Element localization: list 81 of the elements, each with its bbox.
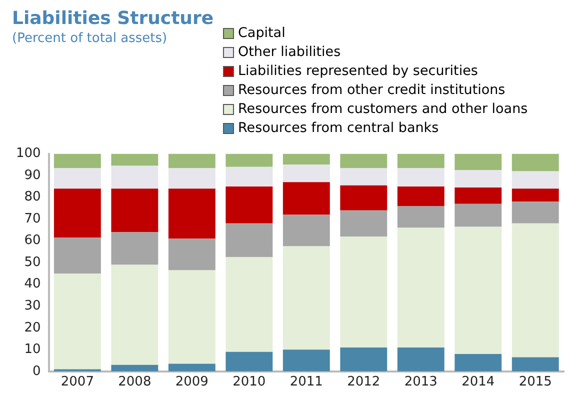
bar: [512, 154, 559, 172]
bar: [111, 232, 158, 265]
y-tick-label: 50: [24, 254, 41, 270]
legend-label: Resources from central banks: [238, 119, 439, 138]
y-tick-label: 40: [24, 276, 41, 292]
bar: [226, 186, 273, 224]
x-tick-label: 2015: [518, 374, 552, 390]
chart-subtitle: (Percent of total assets): [12, 31, 168, 46]
x-tick-label: 2013: [404, 374, 438, 390]
bar: [226, 257, 273, 352]
legend-label: Resources from customers and other loans: [238, 100, 528, 119]
y-tick-label: 80: [24, 190, 41, 205]
bar: [512, 223, 559, 358]
x-tick-label: 2008: [118, 374, 152, 390]
y-tick-label: 70: [24, 211, 41, 226]
bar: [168, 154, 216, 168]
bar: [168, 188, 216, 239]
y-tick-label: 10: [24, 342, 41, 358]
bar: [397, 206, 444, 228]
bar: [282, 214, 330, 246]
bar: [397, 228, 444, 348]
y-tick-label: 60: [24, 233, 41, 248]
bar: [226, 166, 273, 186]
bar: [226, 352, 273, 372]
bar: [226, 154, 273, 167]
bar: [282, 246, 330, 350]
legend-label: Liabilities represented by securities: [238, 62, 478, 81]
legend-label: Capital: [238, 24, 286, 43]
bar: [54, 168, 101, 189]
bar: [54, 188, 101, 238]
bar: [454, 154, 502, 170]
bar: [111, 264, 158, 365]
bar: [54, 273, 101, 370]
y-tick-label: 30: [24, 298, 41, 314]
bar: [454, 204, 502, 227]
bar: [397, 154, 444, 168]
bar: [168, 168, 216, 189]
bar: [168, 270, 216, 364]
y-tick-label: 90: [24, 168, 41, 183]
bar: [282, 164, 330, 182]
bar: [512, 188, 559, 202]
x-tick-label: 2010: [232, 374, 266, 390]
bar: [282, 154, 330, 165]
legend-label: Other liabilities: [238, 43, 341, 62]
bar: [54, 238, 101, 274]
bar: [512, 357, 559, 372]
bar: [111, 188, 158, 232]
bar: [454, 226, 502, 354]
bar: [397, 186, 444, 206]
bar: [340, 236, 388, 348]
bar: [340, 168, 388, 186]
legend-label: Resources from other credit institutions: [238, 81, 506, 100]
bar: [397, 347, 444, 372]
y-tick-label: 0: [32, 364, 41, 379]
bar: [54, 154, 101, 168]
x-tick-label: 2014: [462, 374, 495, 390]
bar: [512, 171, 559, 189]
bar: [226, 223, 273, 258]
y-tick-label: 100: [16, 146, 41, 162]
bar: [454, 170, 502, 188]
bar: [168, 364, 216, 372]
bar: [454, 188, 502, 204]
bar: [111, 154, 158, 166]
bar: [111, 166, 158, 189]
bar: [340, 210, 388, 236]
bar: [282, 182, 330, 215]
chart-title: Liabilities Structure: [12, 8, 214, 29]
bar: [111, 364, 158, 372]
bar: [454, 354, 502, 372]
bar: [340, 347, 388, 372]
bar: [397, 168, 444, 186]
bar: [340, 154, 388, 168]
bar: [282, 350, 330, 372]
x-tick-label: 2011: [290, 374, 323, 390]
x-tick-label: 2007: [60, 374, 94, 390]
x-tick-label: 2009: [175, 374, 208, 390]
bar: [340, 185, 388, 210]
y-tick-label: 20: [24, 320, 41, 336]
bar: [512, 202, 559, 224]
x-tick-label: 2012: [347, 374, 380, 390]
bar: [168, 238, 216, 270]
